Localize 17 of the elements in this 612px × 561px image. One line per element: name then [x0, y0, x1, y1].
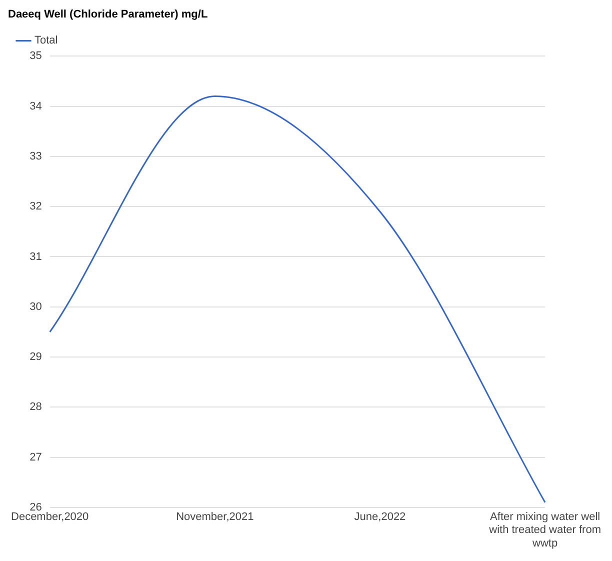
y-tick-label: 26 [30, 501, 42, 514]
y-tick-label: 34 [30, 100, 42, 112]
y-tick-label: 32 [30, 200, 42, 213]
x-tick-label: December,2020 [10, 511, 89, 524]
y-tick-label: 29 [30, 351, 42, 364]
line-series [49, 96, 546, 504]
x-tick-label: June,2022 [354, 511, 406, 524]
y-tick-label: 31 [30, 250, 42, 263]
x-tick-label: After mixing water well with treated water from wwtp [488, 511, 601, 550]
x-tick-label: November,2021 [176, 511, 254, 524]
y-tick-label: 28 [30, 401, 42, 414]
legend-label: Total [34, 34, 58, 47]
y-tick-label: 35 [30, 50, 42, 62]
y-tick-label: 27 [30, 451, 42, 464]
y-tick-label: 33 [30, 150, 42, 162]
y-tick-label: 30 [30, 300, 42, 313]
chart-title: Daeeq Well (Chloride Parameter) mg/L [8, 8, 208, 21]
